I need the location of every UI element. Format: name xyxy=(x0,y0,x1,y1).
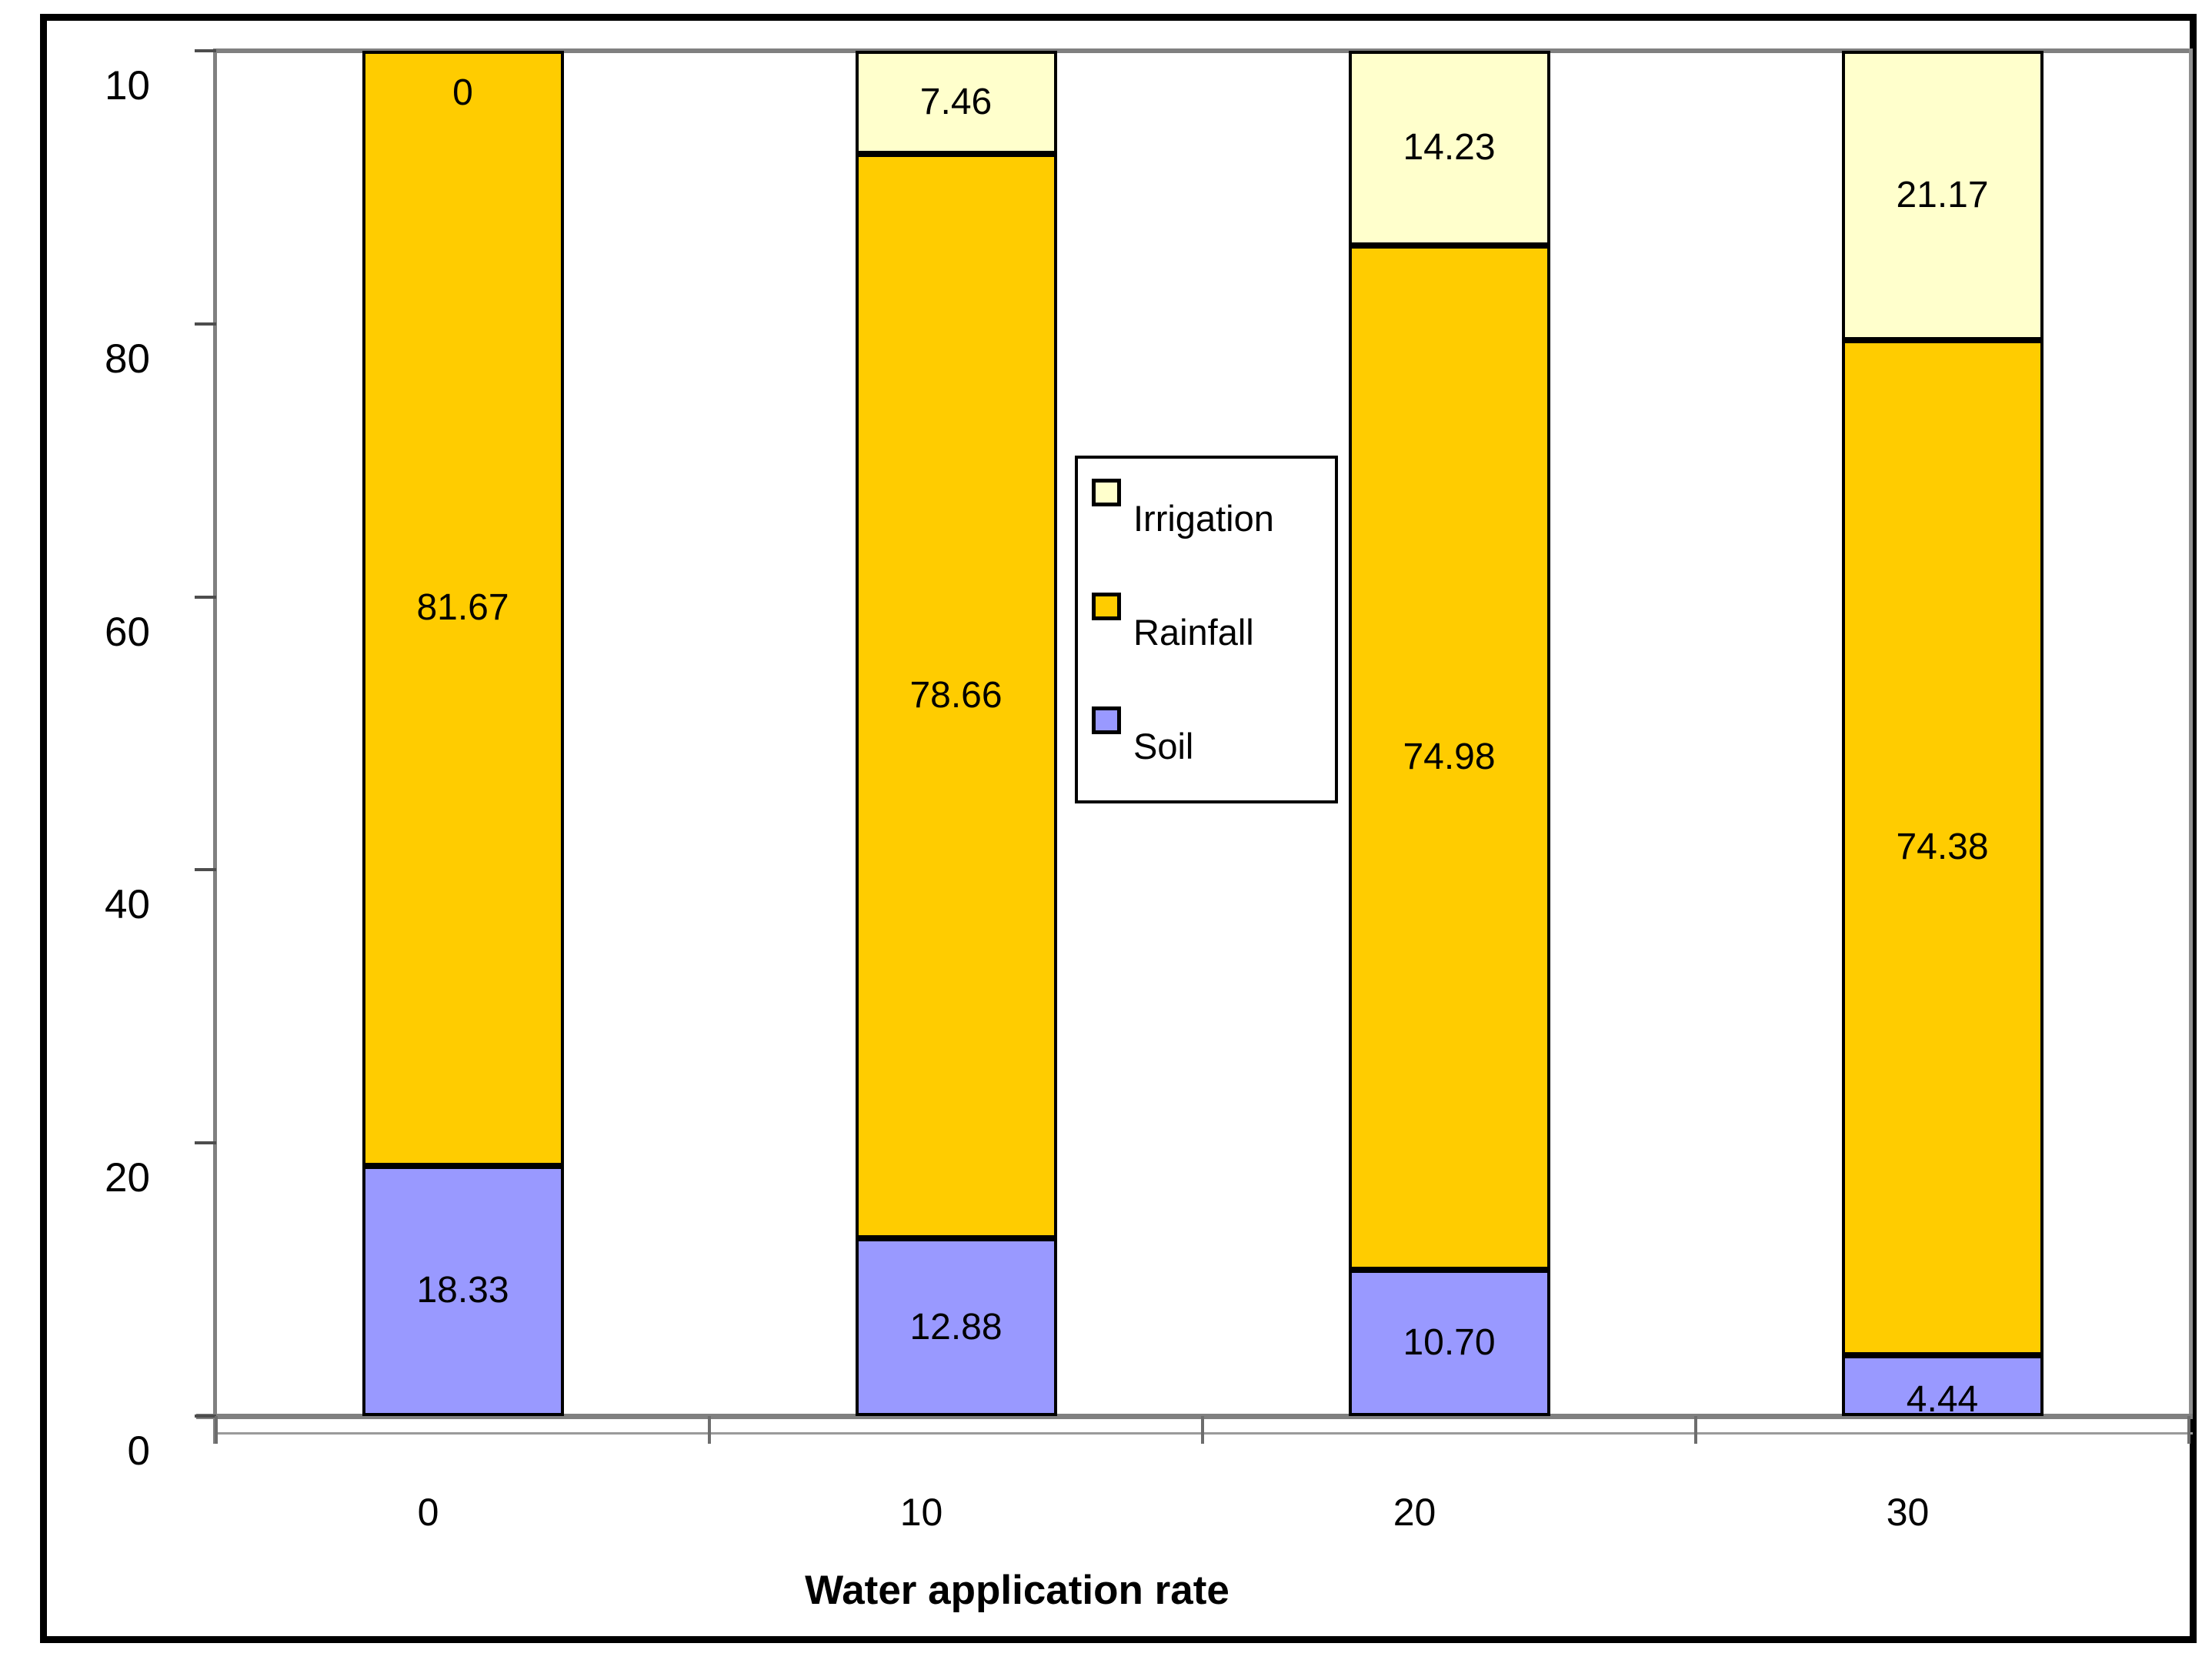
x-axis-secondary-line xyxy=(216,1432,2193,1435)
data-label-rainfall-30: 74.38 xyxy=(1896,827,1989,868)
x-axis-category-label-30: 30 xyxy=(1886,1491,1930,1534)
data-label-irrigation-0: 0 xyxy=(452,72,473,113)
data-label-soil-30: 4.44 xyxy=(1906,1378,1979,1420)
legend: Irrigation Rainfall Soil xyxy=(1075,456,1338,803)
y-axis-tick-label: 20 xyxy=(105,1155,150,1201)
bar-segment-rainfall-0 xyxy=(362,51,564,1166)
bar-segment-soil-10 xyxy=(855,1238,1057,1416)
y-axis-tick-label: 40 xyxy=(105,882,150,928)
data-label-soil-0: 18.33 xyxy=(416,1270,509,1311)
y-axis-tick-60 xyxy=(195,595,216,599)
bar-segment-soil-20 xyxy=(1348,1270,1550,1416)
bar-segment-rainfall-30 xyxy=(1841,339,2044,1356)
data-label-irrigation-20: 14.23 xyxy=(1403,127,1496,169)
bar-segment-irrigation-20 xyxy=(1348,51,1550,245)
bar-segment-soil-30 xyxy=(1841,1355,2044,1416)
x-axis-category-label-0: 0 xyxy=(417,1491,439,1534)
legend-label: Rainfall xyxy=(1133,612,1254,653)
bar-segment-irrigation-30 xyxy=(1841,51,2044,340)
bar-segment-irrigation-10 xyxy=(855,51,1057,154)
legend-entry-rainfall: Rainfall xyxy=(1078,593,1335,706)
legend-entry-soil: Soil xyxy=(1078,706,1335,820)
x-axis-category-label-10: 10 xyxy=(899,1491,943,1534)
plot-area-right-border xyxy=(2189,48,2193,1418)
plot-area-top-border xyxy=(216,48,2192,53)
bar-segment-rainfall-20 xyxy=(1348,245,1550,1270)
data-label-soil-20: 10.70 xyxy=(1403,1322,1496,1363)
x-axis-title: Water application rate xyxy=(805,1568,1229,1613)
legend-label: Soil xyxy=(1133,726,1194,767)
x-axis-tick xyxy=(2187,1416,2190,1444)
data-label-rainfall-10: 78.66 xyxy=(909,675,1003,716)
legend-swatch-soil xyxy=(1092,706,1121,734)
legend-swatch-rainfall xyxy=(1092,593,1121,620)
x-axis-line xyxy=(196,1414,2193,1419)
y-axis-tick-20 xyxy=(195,1141,216,1145)
bar-segment-soil-0 xyxy=(362,1165,564,1416)
data-label-irrigation-10: 7.46 xyxy=(919,81,993,122)
y-axis-tick-label: 0 xyxy=(127,1428,150,1474)
x-axis-category-label-20: 20 xyxy=(1393,1491,1436,1534)
y-axis-tick-10 xyxy=(195,49,216,52)
data-label-soil-10: 12.88 xyxy=(909,1306,1003,1348)
x-axis-tick xyxy=(708,1416,711,1444)
bar-segment-rainfall-10 xyxy=(855,153,1057,1239)
x-axis-tick xyxy=(1694,1416,1697,1444)
x-axis-tick xyxy=(215,1416,218,1444)
x-axis-tick xyxy=(1201,1416,1204,1444)
data-label-rainfall-20: 74.98 xyxy=(1403,736,1496,778)
legend-entry-irrigation: Irrigation xyxy=(1078,479,1335,593)
y-axis-tick-label: 80 xyxy=(105,336,150,382)
data-label-rainfall-0: 81.67 xyxy=(416,587,509,629)
y-axis-tick-label: 60 xyxy=(105,609,150,655)
y-axis-tick-80 xyxy=(195,322,216,326)
y-axis-tick-40 xyxy=(195,868,216,872)
legend-label: Irrigation xyxy=(1133,498,1274,539)
y-axis-tick-0 xyxy=(195,1415,216,1418)
data-label-irrigation-30: 21.17 xyxy=(1896,174,1989,215)
y-axis-tick-label: 10 xyxy=(105,63,150,109)
legend-swatch-irrigation xyxy=(1092,479,1121,506)
y-axis-line xyxy=(213,48,217,1444)
